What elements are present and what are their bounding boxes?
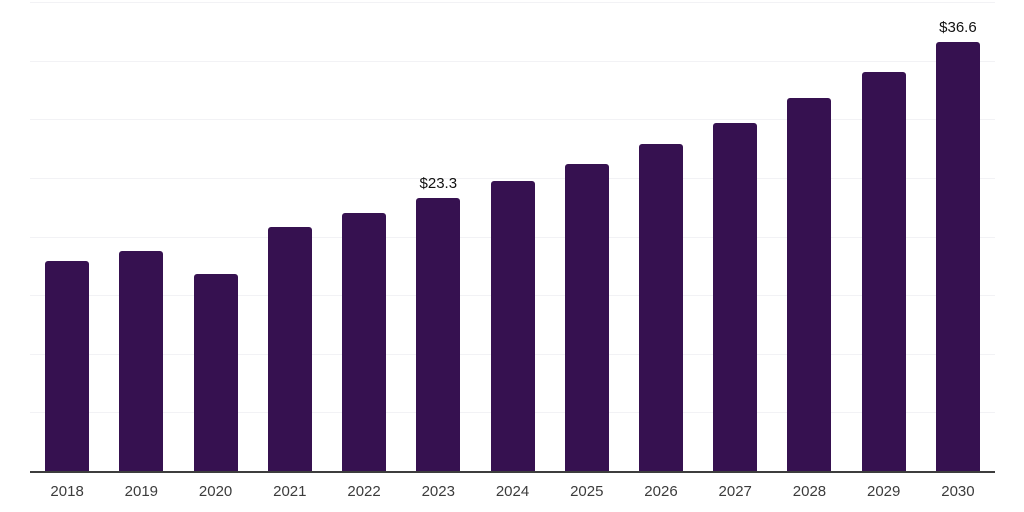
bar-band-2028	[772, 2, 846, 471]
data-label-2030: $36.6	[939, 18, 977, 36]
bar-band-2018	[30, 2, 104, 471]
bar-band-2029	[847, 2, 921, 471]
bar-band-2025	[550, 2, 624, 471]
x-tick-label-2020: 2020	[198, 483, 233, 500]
gridline-y-40	[30, 2, 995, 3]
x-tick-label-2028: 2028	[792, 483, 827, 500]
bar-band-2019	[104, 2, 178, 471]
plot-area: $23.3 $36.6	[30, 2, 995, 473]
x-tick-label-2021: 2021	[273, 483, 307, 500]
x-tick-label-2029: 2029	[867, 483, 901, 500]
bar-2018	[45, 261, 90, 471]
bar-2029	[861, 72, 906, 471]
data-label-2023: $23.3	[419, 174, 458, 192]
bar-2020	[193, 274, 238, 471]
bar-2025	[564, 163, 609, 471]
bar-band-2023: $23.3	[401, 2, 475, 471]
bar-band-2027	[698, 2, 772, 471]
bar-2023	[416, 197, 461, 471]
x-tick-label-2030: 2030	[941, 483, 975, 500]
x-tick-label-2026: 2026	[644, 483, 678, 500]
bar-2019	[119, 250, 164, 471]
bar-band-2026	[624, 2, 698, 471]
x-tick-label-2025: 2025	[570, 483, 604, 500]
bar-band-2020	[178, 2, 252, 471]
gridline-y-30	[30, 119, 995, 121]
x-tick-label-2018: 2018	[50, 483, 84, 500]
x-tick-label-2023: 2023	[421, 483, 455, 500]
bar-2026	[638, 143, 683, 471]
bar-band-2030: $36.6	[921, 2, 995, 471]
bar-2024	[490, 181, 535, 471]
bar-2022	[342, 213, 387, 471]
gridline-y-25	[30, 177, 995, 179]
bar-2027	[713, 122, 758, 471]
bar-band-2024	[475, 2, 549, 471]
bar-band-2022	[327, 2, 401, 471]
bar-series: $23.3 $36.6	[30, 2, 995, 471]
x-tick-label-2024: 2024	[495, 483, 530, 500]
bar-2030	[935, 41, 980, 471]
x-axis-tick-labels: 2018 2019 2020 2021 2022 2023 2024 2025 2026 2027…	[30, 483, 995, 500]
bar-2028	[787, 98, 832, 471]
bar-band-2021	[253, 2, 327, 471]
x-tick-label-2019: 2019	[124, 483, 159, 500]
x-tick-label-2022: 2022	[347, 483, 381, 500]
bar-2021	[267, 227, 312, 471]
x-tick-label-2027: 2027	[718, 483, 752, 500]
gridline-y-35	[30, 60, 995, 62]
